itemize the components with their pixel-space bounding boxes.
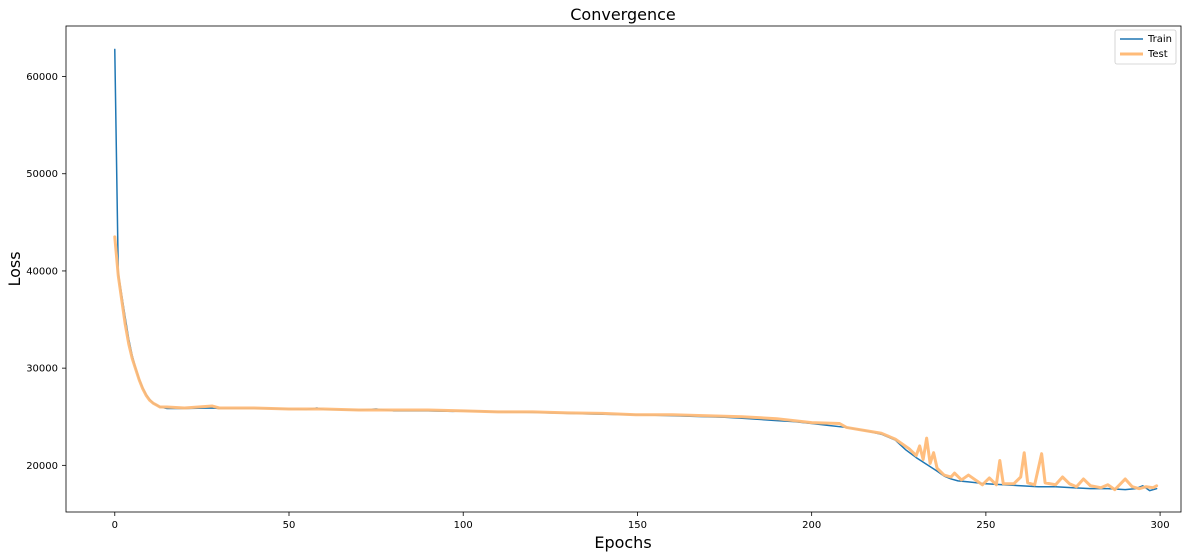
x-tick-label: 150 [628, 520, 647, 531]
chart-title: Convergence [570, 5, 676, 24]
x-tick-label: 200 [802, 520, 821, 531]
x-tick-label: 250 [976, 520, 995, 531]
series-line-test [113, 235, 1159, 492]
x-tick-label: 300 [1151, 520, 1170, 531]
x-tick-label: 50 [283, 520, 296, 531]
y-tick-label: 20000 [26, 461, 58, 472]
legend: Train Test [1114, 29, 1177, 65]
plot-area [113, 48, 1159, 492]
y-tick-label: 50000 [26, 169, 58, 180]
y-axis-title: Loss [5, 251, 24, 286]
x-tick-label: 100 [454, 520, 473, 531]
y-tick-label: 30000 [26, 364, 58, 375]
x-axis-title: Epochs [594, 533, 651, 552]
legend-label-train: Train [1147, 34, 1172, 45]
legend-label-test: Test [1147, 49, 1168, 60]
y-axis-ticks: 20000 30000 40000 50000 60000 [26, 72, 66, 472]
y-tick-label: 60000 [26, 72, 58, 83]
x-tick-label: 0 [112, 520, 118, 531]
y-tick-label: 40000 [26, 266, 58, 277]
x-axis-ticks: 0 50 100 150 200 250 300 [112, 512, 1170, 531]
series-layer [113, 48, 1159, 492]
plot-frame [65, 25, 1182, 513]
